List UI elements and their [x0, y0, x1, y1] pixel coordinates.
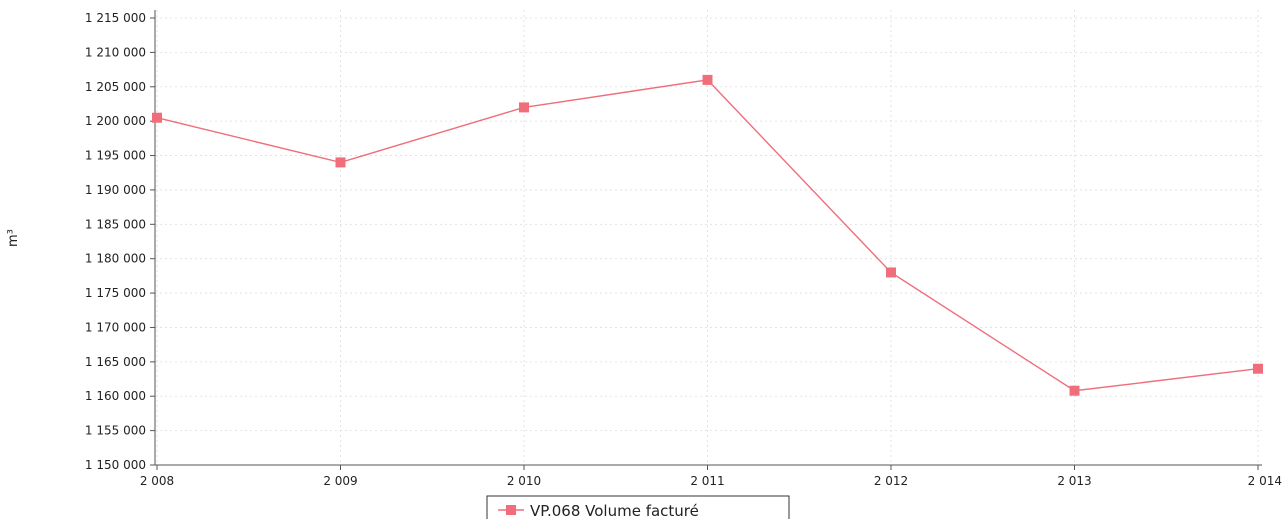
data-point — [1069, 385, 1080, 396]
x-tick-label: 2 013 — [1057, 474, 1091, 488]
x-tick-label: 2 012 — [874, 474, 908, 488]
axes — [154, 10, 1262, 466]
x-tick-label: 2 008 — [140, 474, 174, 488]
data-point — [335, 157, 346, 168]
y-tick-label: 1 190 000 — [85, 183, 146, 197]
y-tick-label: 1 165 000 — [85, 355, 146, 369]
legend-marker-swatch — [506, 505, 516, 515]
x-tick-label: 2 010 — [507, 474, 541, 488]
x-tick-label: 2 011 — [690, 474, 724, 488]
y-tick-label: 1 180 000 — [85, 252, 146, 266]
data-point — [152, 112, 162, 123]
y-tick-label: 1 185 000 — [85, 217, 146, 231]
y-tick-label: 1 170 000 — [85, 320, 146, 334]
y-tick-label: 1 200 000 — [85, 114, 146, 128]
y-axis-label: m³ — [6, 229, 21, 247]
x-tick-label: 2 009 — [323, 474, 357, 488]
y-tick-label: 1 150 000 — [85, 458, 146, 472]
data-point — [1253, 363, 1263, 374]
grid — [155, 10, 1262, 466]
y-tick-label: 1 175 000 — [85, 286, 146, 300]
y-tick-label: 1 155 000 — [85, 424, 146, 438]
y-tick-label: 1 160 000 — [85, 389, 146, 403]
data-point — [702, 74, 713, 85]
legend-box — [486, 495, 790, 523]
series — [152, 74, 1263, 396]
x-ticks: 2 008 2 009 2 010 2 011 2 012 2 013 2 014 — [140, 465, 1282, 488]
data-point — [886, 267, 896, 278]
legend: VP.068 Volume facturé — [486, 495, 790, 523]
y-tick-label: 1 205 000 — [85, 80, 146, 94]
y-ticks: 1 150 000 1 155 000 1 160 000 1 165 000 1 17… — [85, 11, 155, 472]
legend-label: VP.068 Volume facturé — [530, 502, 699, 519]
y-tick-label: 1 195 000 — [85, 149, 146, 163]
y-tick-label: 1 215 000 — [85, 11, 146, 25]
y-tick-label: 1 210 000 — [85, 45, 146, 59]
x-tick-label: 2 014 — [1248, 474, 1282, 488]
data-point — [519, 102, 529, 113]
